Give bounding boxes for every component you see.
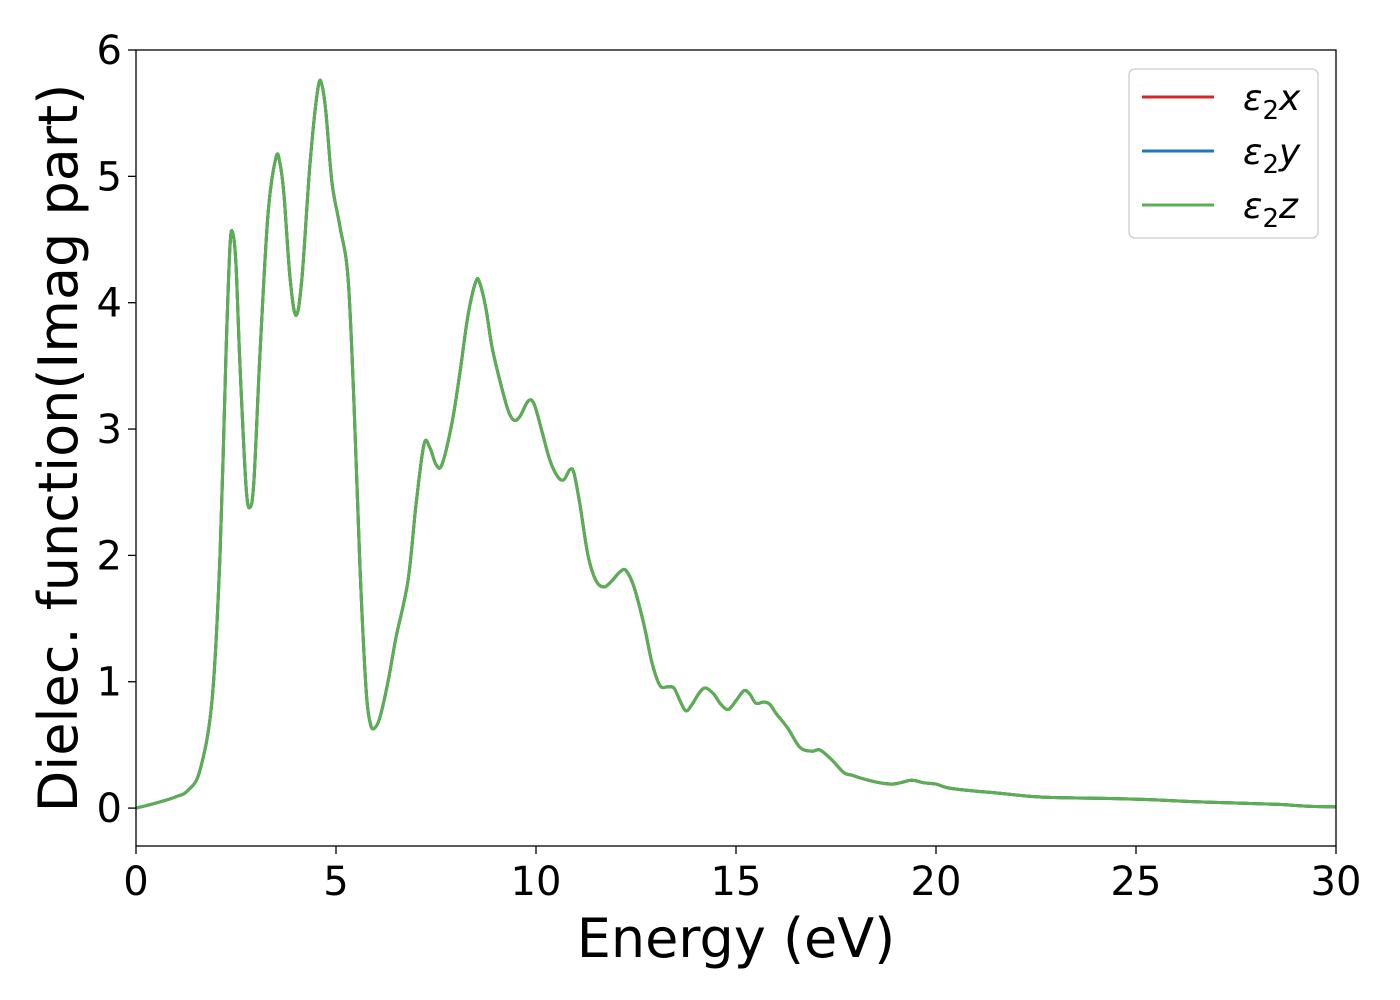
y-tick-label: 3: [97, 407, 122, 453]
legend-axis: y: [1278, 132, 1301, 173]
legend-label-x: ε2x: [1243, 78, 1301, 126]
legend-label-y: ε2y: [1243, 132, 1301, 180]
x-tick-label: 25: [1111, 859, 1162, 905]
legend-label-z: ε2z: [1243, 186, 1299, 234]
x-tick-label: 0: [123, 859, 148, 905]
y-axis: 0 1 2 3 4 5 6: [97, 28, 136, 832]
x-tick-label: 30: [1311, 859, 1362, 905]
series-line-z: [135, 78, 1337, 810]
y-axis-label: Dielec. function(Imag part): [27, 84, 90, 813]
x-tick-label: 5: [323, 859, 348, 905]
legend-box: [1128, 68, 1319, 239]
y-tick-label: 1: [97, 660, 122, 706]
series-layer: [135, 78, 1337, 810]
y-tick-label: 4: [97, 281, 122, 327]
y-tick-label: 6: [97, 28, 122, 74]
x-tick-label: 10: [511, 859, 562, 905]
legend-axis: x: [1278, 78, 1301, 119]
legend-symbol: ε: [1243, 78, 1262, 119]
x-axis: 0 5 10 15 20 25 30: [123, 846, 1361, 905]
y-tick-label: 0: [97, 786, 122, 832]
legend-subscript: 2: [1262, 204, 1279, 234]
y-tick-label: 2: [97, 533, 122, 579]
x-tick-label: 20: [911, 859, 962, 905]
legend-symbol: ε: [1243, 132, 1262, 173]
x-tick-label: 15: [711, 859, 762, 905]
legend-subscript: 2: [1262, 150, 1279, 180]
legend-subscript: 2: [1262, 96, 1279, 126]
legend-axis: z: [1278, 186, 1299, 227]
x-axis-label: Energy (eV): [577, 907, 896, 970]
legend-symbol: ε: [1243, 186, 1262, 227]
y-tick-label: 5: [97, 154, 122, 200]
